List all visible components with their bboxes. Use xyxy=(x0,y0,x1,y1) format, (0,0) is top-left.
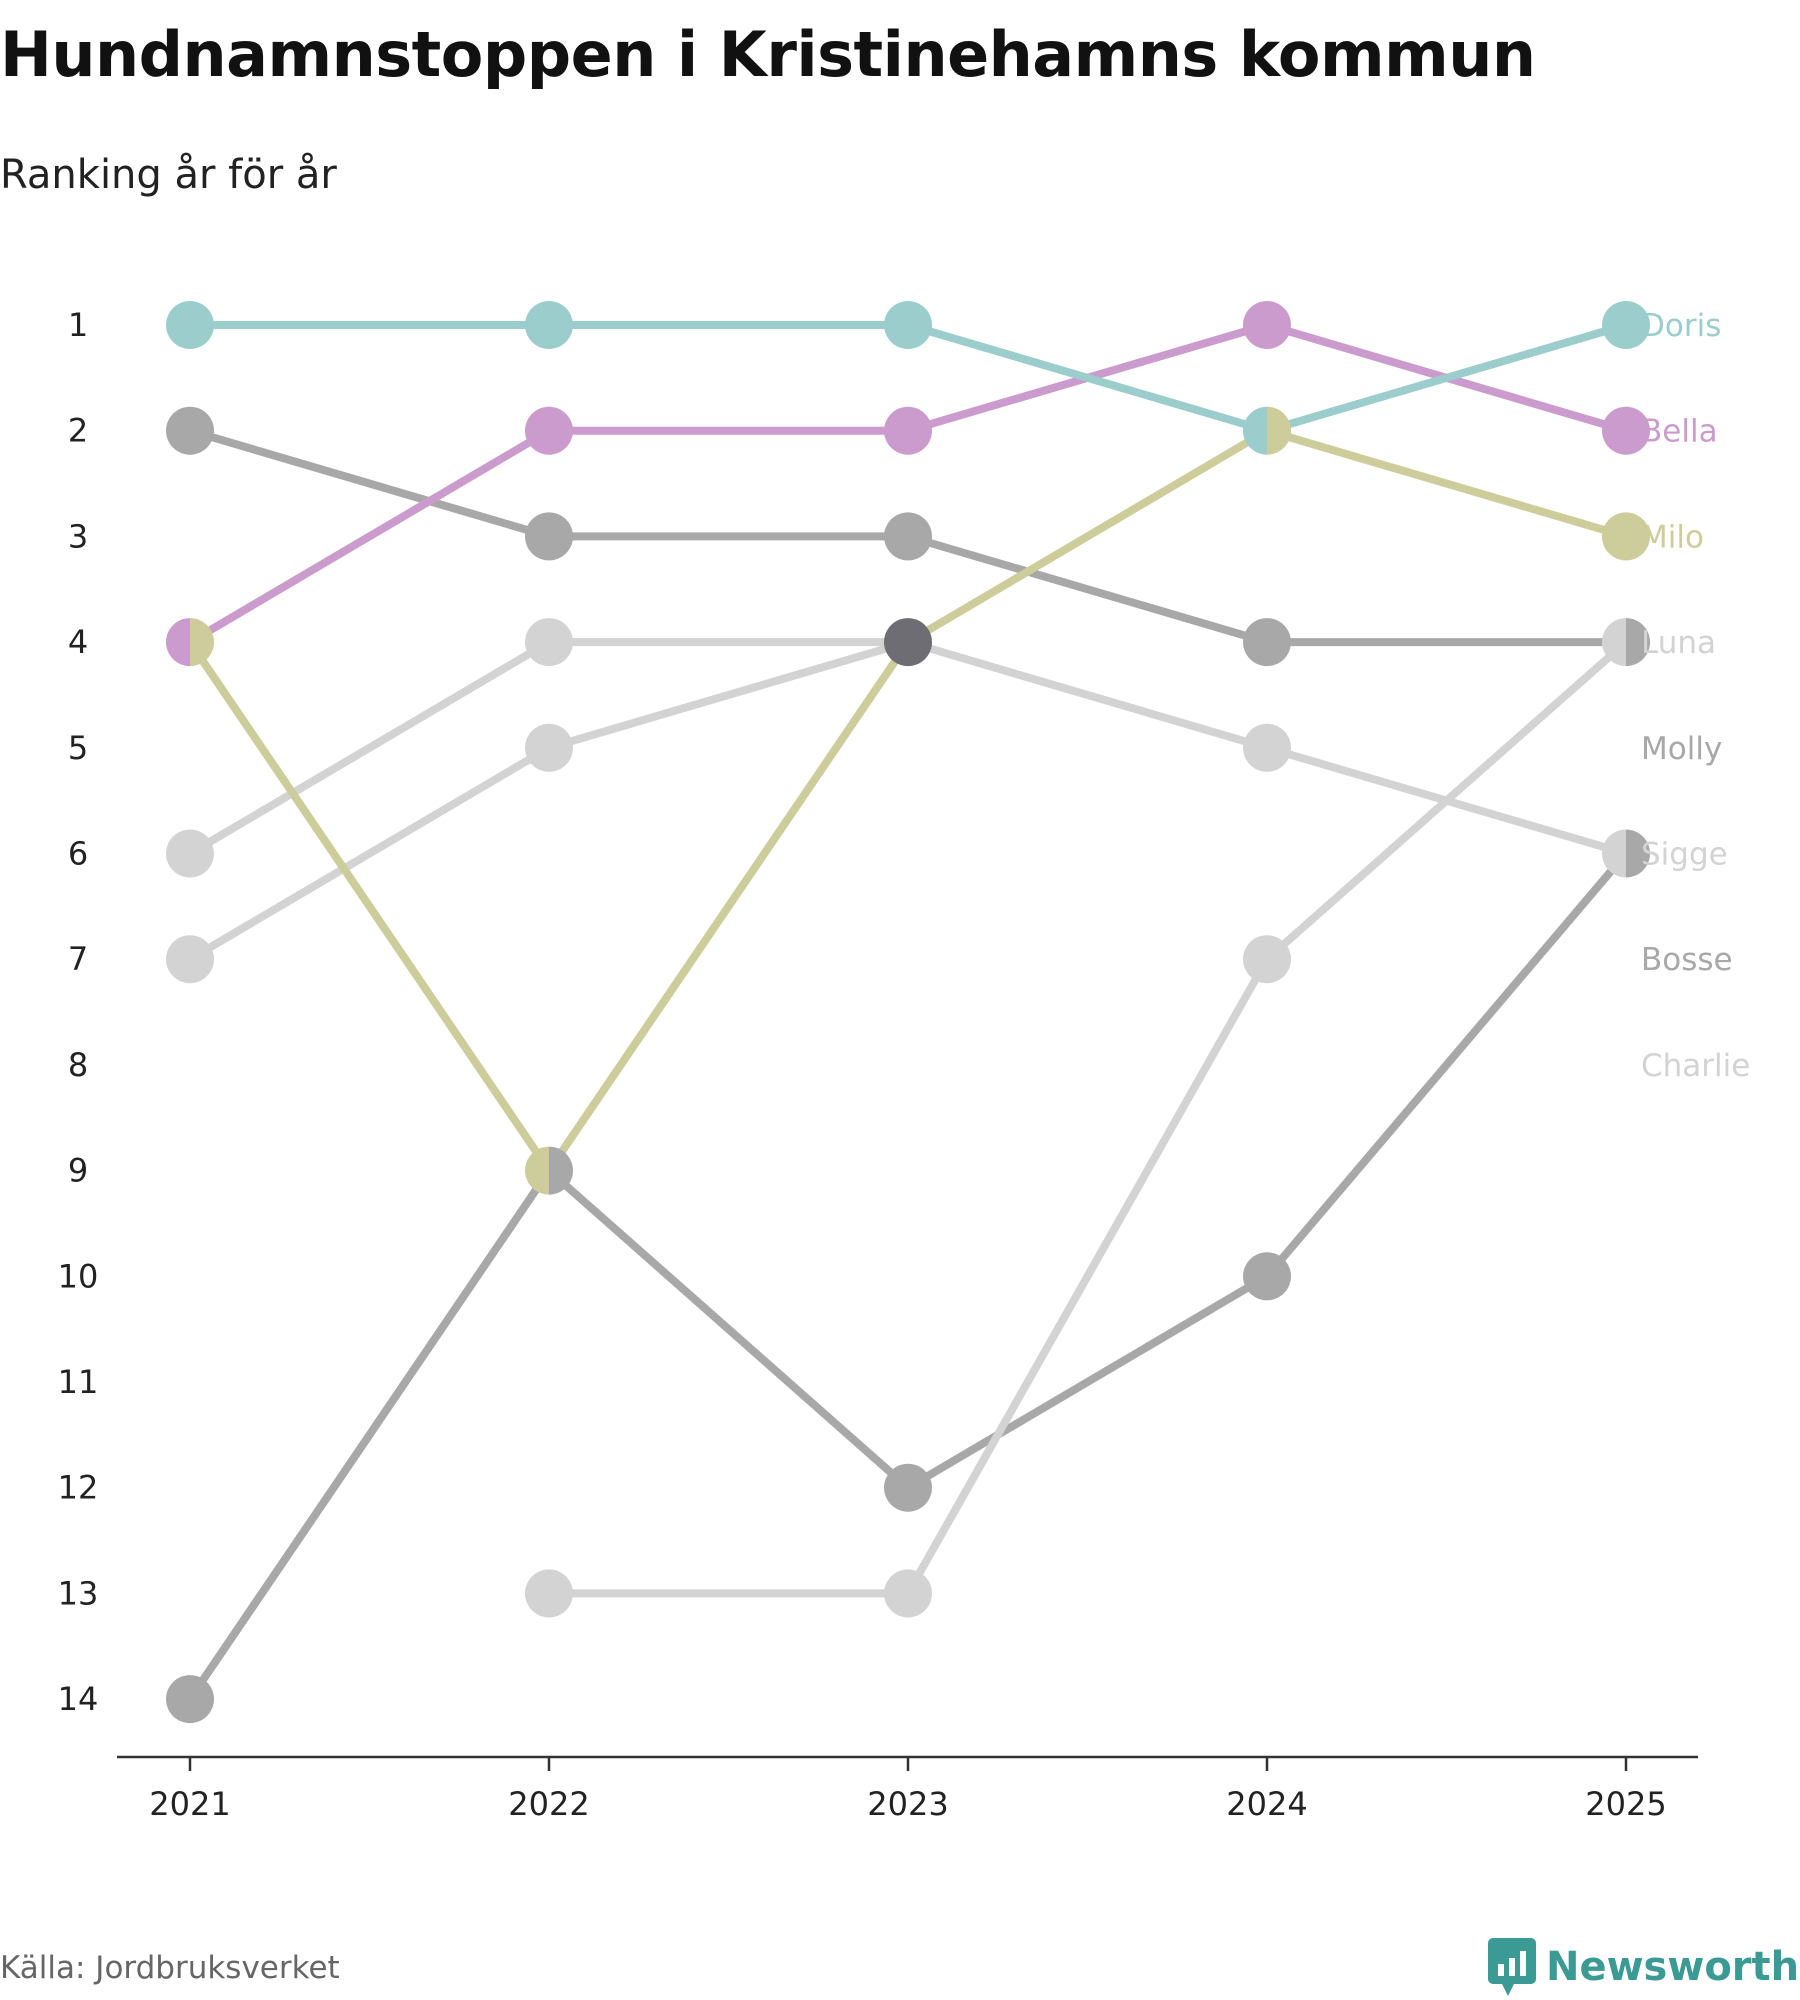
y-tick-label: 1 xyxy=(68,306,88,344)
line-luna xyxy=(545,638,1630,1598)
point-2022-rank-2-bella[interactable] xyxy=(525,406,573,455)
series-label-molly: Molly xyxy=(1641,731,1722,767)
y-tick-label: 2 xyxy=(68,412,88,450)
point-2022-rank-9-milo[interactable] xyxy=(525,1146,549,1195)
y-tick-label: 3 xyxy=(68,517,88,555)
x-tick-label: 2023 xyxy=(867,1785,948,1823)
point-2022-rank-1-doris[interactable] xyxy=(525,301,573,349)
x-tick-label: 2024 xyxy=(1226,1785,1307,1823)
y-tick-label: 13 xyxy=(58,1574,99,1612)
series-labels: Doris Bella Milo Luna Molly Sigge Bosse Charlie xyxy=(1641,308,1750,1084)
y-tick-label: 14 xyxy=(58,1680,99,1718)
point-2021-rank-4-bella[interactable] xyxy=(166,618,190,667)
line-sigge xyxy=(186,638,1630,858)
x-tick-label: 2021 xyxy=(149,1785,230,1823)
point-2022-rank-3-molly[interactable] xyxy=(525,512,573,561)
point-2021-rank-4-milo[interactable] xyxy=(190,618,214,667)
point-2025-rank-4-molly[interactable] xyxy=(1626,618,1650,667)
point-2024-rank-1-bella[interactable] xyxy=(1243,301,1291,349)
y-tick-label: 6 xyxy=(68,835,88,873)
point-2024-rank-2-doris[interactable] xyxy=(1243,406,1267,455)
y-tick-label: 4 xyxy=(68,623,88,661)
x-axis: 2021 2022 2023 2024 2025 xyxy=(117,1755,1698,1823)
point-2022-rank-9-bosse[interactable] xyxy=(549,1146,573,1195)
point-2025-rank-6-sigge[interactable] xyxy=(1602,829,1626,878)
point-2024-rank-2-milo[interactable] xyxy=(1267,406,1291,455)
point-2023-rank-13-luna[interactable] xyxy=(884,1569,932,1618)
point-2024-rank-5-sigge[interactable] xyxy=(1243,723,1291,772)
point-2025-rank-1-doris[interactable] xyxy=(1602,301,1650,349)
y-tick-label: 8 xyxy=(68,1046,88,1084)
x-tick-label: 2025 xyxy=(1585,1785,1666,1823)
point-2021-rank-1-doris[interactable] xyxy=(166,301,214,349)
series-label-milo: Milo xyxy=(1641,519,1704,555)
y-tick-label: 12 xyxy=(58,1469,99,1507)
chart-logo-icon xyxy=(1488,1938,1536,1996)
brand-name: Newsworthy xyxy=(1546,1944,1800,1990)
point-2021-rank-2-molly[interactable] xyxy=(166,406,214,455)
point-2025-rank-3-milo[interactable] xyxy=(1602,512,1650,561)
newsworthy-logo[interactable]: Newsworthy xyxy=(1488,1938,1800,1996)
series-points xyxy=(166,301,1650,1724)
series-label-bosse: Bosse xyxy=(1641,942,1733,978)
point-2022-rank-4-sigge[interactable] xyxy=(525,618,573,667)
y-tick-label: 5 xyxy=(68,729,88,767)
point-2024-rank-7-luna[interactable] xyxy=(1243,935,1291,984)
series-label-bella: Bella xyxy=(1641,414,1718,450)
series-label-sigge: Sigge xyxy=(1641,837,1728,873)
line-bella xyxy=(186,321,1630,647)
point-2025-rank-6-bosse[interactable] xyxy=(1626,829,1650,878)
point-2024-rank-10-bosse[interactable] xyxy=(1243,1252,1291,1301)
point-2023-rank-3-molly[interactable] xyxy=(884,512,932,561)
y-tick-label: 11 xyxy=(58,1363,99,1401)
series-label-doris: Doris xyxy=(1641,308,1721,344)
point-2023-rank-4-overlap[interactable] xyxy=(884,618,932,667)
series-label-luna: Luna xyxy=(1641,625,1716,661)
point-2023-rank-2-bella[interactable] xyxy=(884,406,932,455)
y-tick-label: 7 xyxy=(68,940,88,978)
point-2024-rank-4-molly[interactable] xyxy=(1243,618,1291,667)
point-2021-rank-7-charlie[interactable] xyxy=(166,935,214,984)
series-label-charlie: Charlie xyxy=(1641,1048,1750,1084)
x-tick-label: 2022 xyxy=(508,1785,589,1823)
point-2022-rank-5-charlie[interactable] xyxy=(525,723,573,772)
point-2022-rank-13-luna[interactable] xyxy=(525,1569,573,1618)
y-tick-label: 9 xyxy=(68,1152,88,1190)
point-2023-rank-1-doris[interactable] xyxy=(884,301,932,349)
source-note: Källa: Jordbruksverket xyxy=(0,1950,340,1986)
chart-subtitle: Ranking år för år xyxy=(0,152,337,198)
point-2025-rank-2-bella[interactable] xyxy=(1602,406,1650,455)
point-2025-rank-4-luna[interactable] xyxy=(1602,618,1626,667)
chart-title: Hundnamnstoppen i Kristinehamns kommun xyxy=(0,18,1536,91)
point-2021-rank-14-bosse[interactable] xyxy=(166,1675,214,1724)
y-tick-label: 10 xyxy=(58,1257,99,1295)
point-2023-rank-12-bosse[interactable] xyxy=(884,1463,932,1512)
point-2021-rank-6-sigge[interactable] xyxy=(166,829,214,878)
